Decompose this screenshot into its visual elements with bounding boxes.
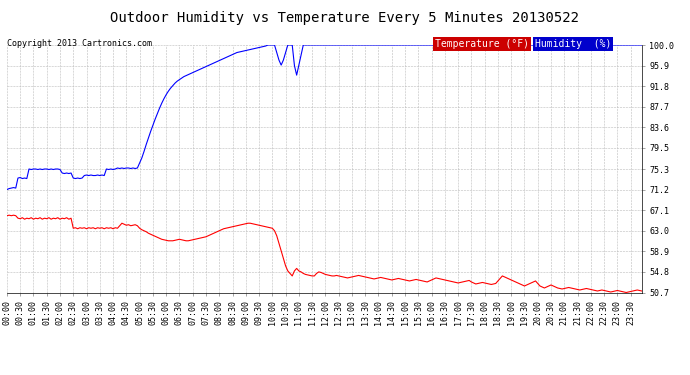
Text: Temperature (°F): Temperature (°F) (435, 39, 529, 50)
Text: Outdoor Humidity vs Temperature Every 5 Minutes 20130522: Outdoor Humidity vs Temperature Every 5 … (110, 11, 580, 25)
Text: Copyright 2013 Cartronics.com: Copyright 2013 Cartronics.com (7, 39, 152, 48)
Text: Humidity  (%): Humidity (%) (535, 39, 611, 50)
